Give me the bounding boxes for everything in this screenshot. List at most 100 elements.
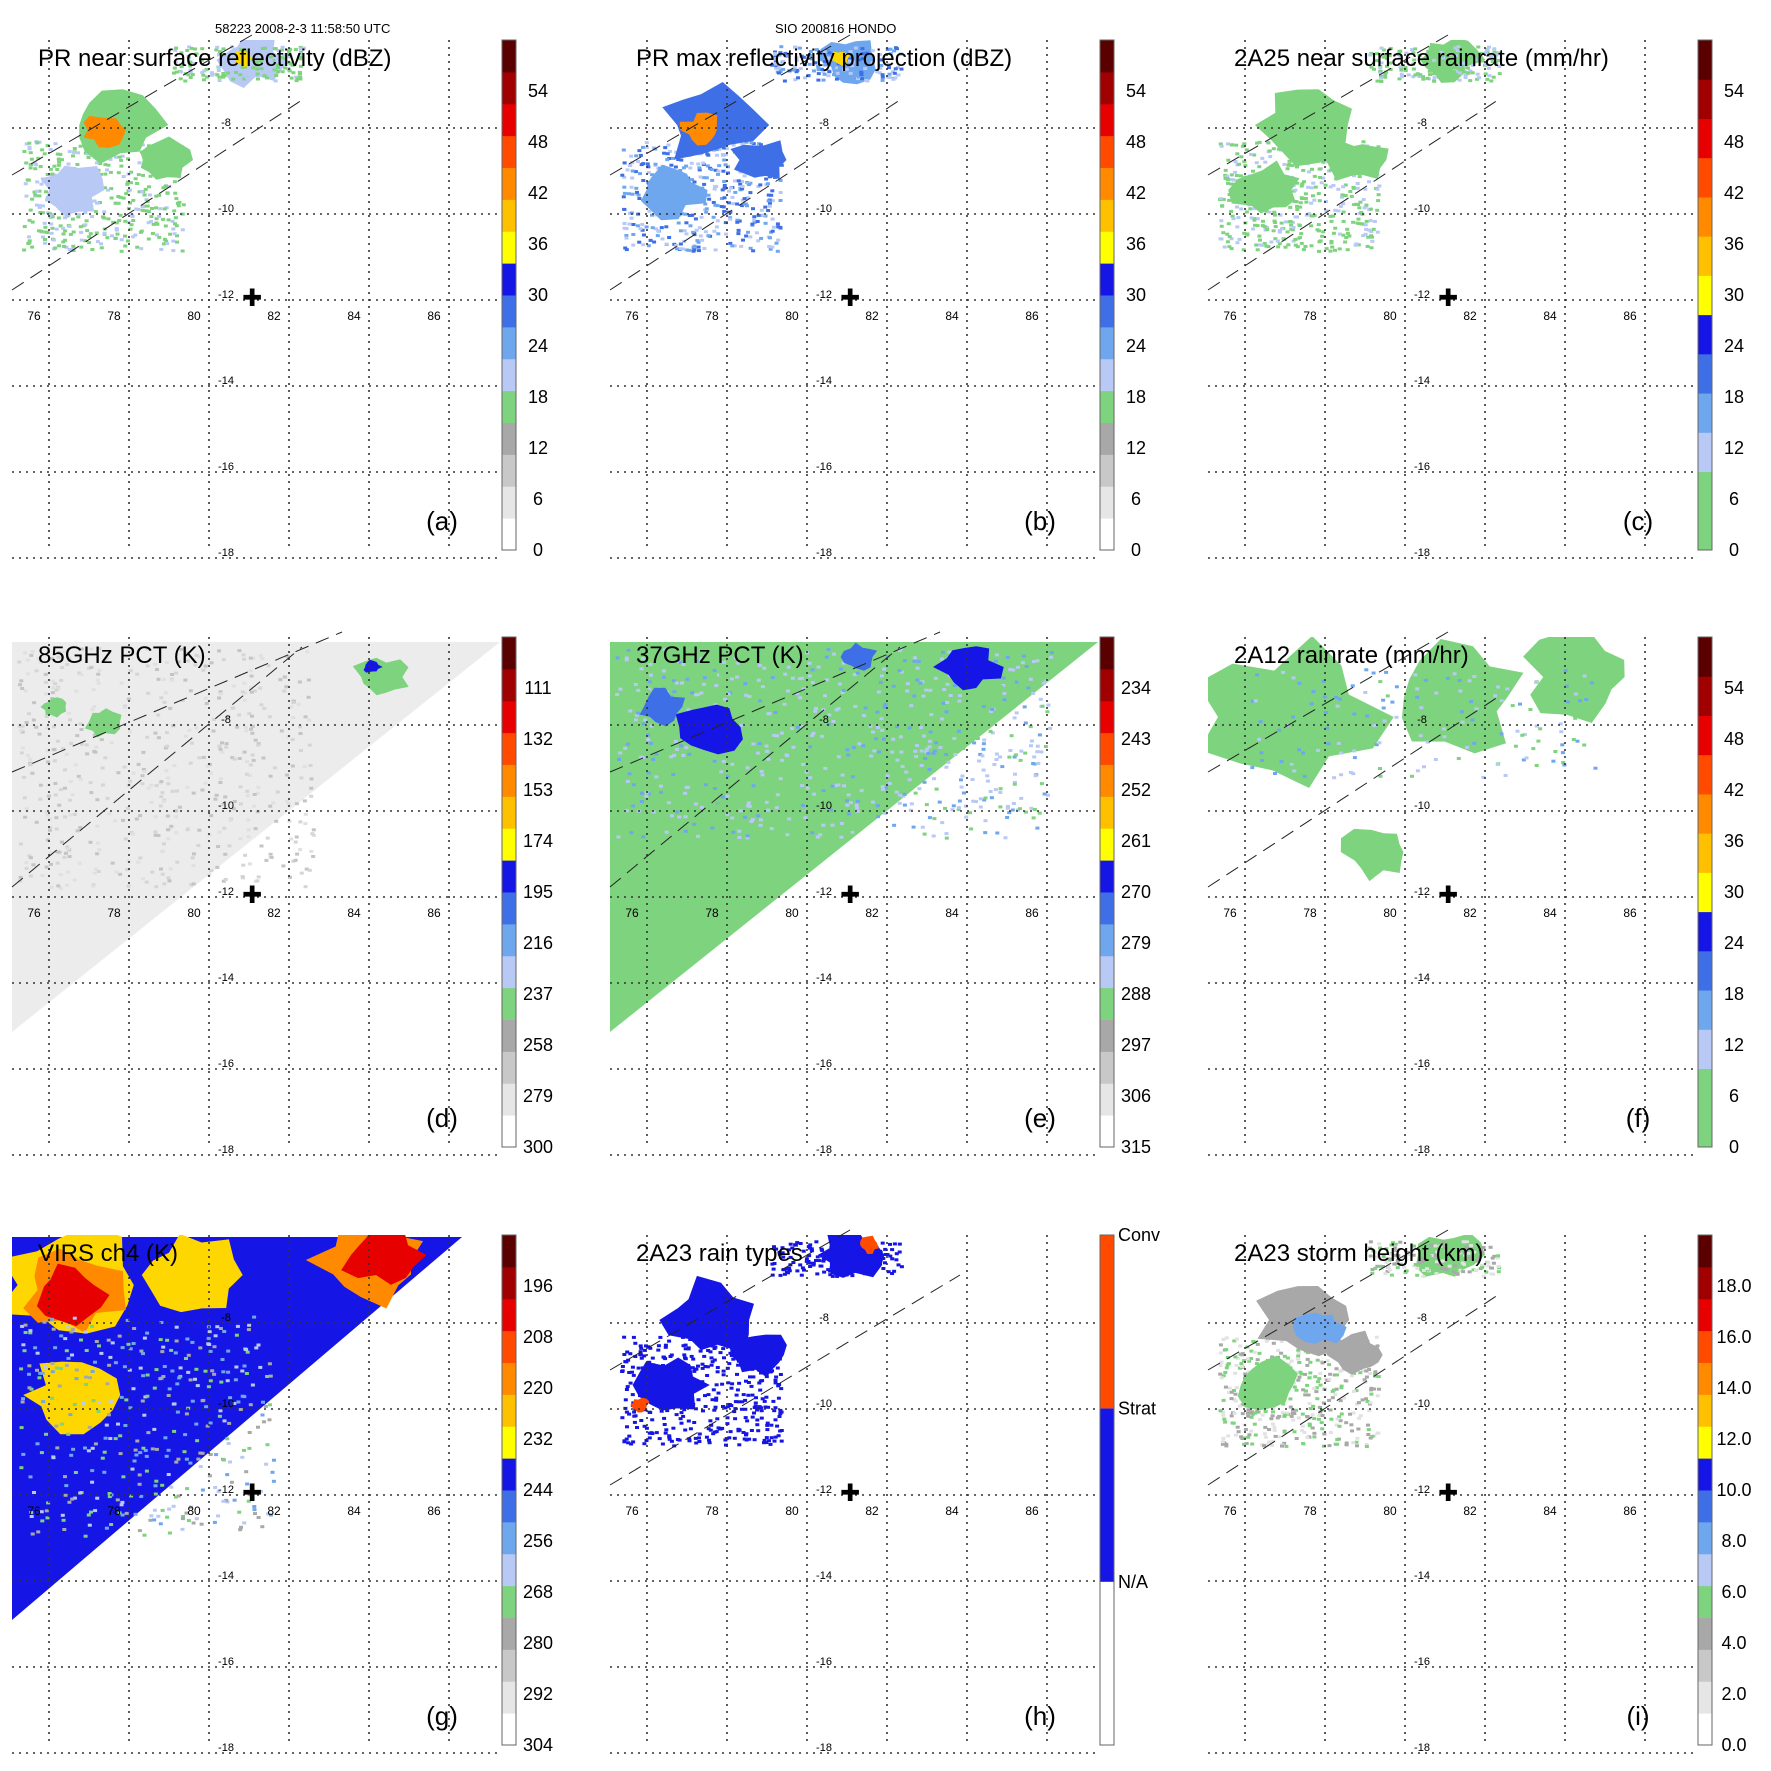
colorbar-tick: 36 [528,234,548,254]
panel-title: 37GHz PCT (K) [636,642,804,669]
echo-speckle [1368,1240,1502,1278]
colorbar-segment [1698,1298,1712,1332]
lat-label: -14 [1414,972,1430,984]
lat-label: -12 [1414,886,1430,898]
colorbar-segment [1698,676,1712,716]
colorbar: 315 306 297 288 279 270 261 252 243 234 [1099,636,1151,1157]
panel-title: PR near surface reflectivity (dBZ) [38,45,391,72]
lat-label: -16 [218,1058,234,1070]
lat-label: -12 [218,289,234,301]
colorbar-segment [1698,793,1712,834]
colorbar-segment [1698,637,1712,677]
panel-label: (g) [426,1701,458,1731]
colorbar-segment [1698,471,1712,512]
lon-label: 84 [347,309,361,323]
lon-label: 82 [865,906,879,920]
colorbar-tick: 54 [1724,678,1744,698]
colorbar-segment [1698,1394,1712,1427]
colorbar-tick: 0 [1729,540,1739,560]
storm-center-marker: ✚ [242,1479,262,1507]
colorbar-tick: 16.0 [1716,1327,1751,1347]
colorbar-segment [1698,1029,1712,1070]
colorbar-tick: 270 [1121,882,1151,902]
colorbar-tick: 2.0 [1721,1684,1746,1704]
lon-label: 76 [27,906,41,920]
storm-center-marker: ✚ [242,284,262,312]
colorbar-segment [1698,1426,1712,1459]
colorbar: 0 6 12 18 24 30 36 42 48 54 [1697,636,1744,1157]
colorbar-segment [1698,950,1712,991]
panel-a: 76 78 80 82 84 86 -8 -10 -12 -14 -16 -18 ✚ PR near su… [11,34,548,560]
field-2a23-storm-height [1218,1235,1502,1448]
colorbar-segment [1698,1649,1712,1682]
colorbar-segment [502,40,516,73]
lon-label: 86 [427,309,441,323]
pr-swath-edges [1207,34,1499,291]
colorbar: 0 6 12 18 24 30 36 42 48 54 [1099,39,1146,560]
lon-label: 80 [1383,309,1397,323]
panel-label: (a) [426,506,458,536]
colorbar-segment [502,295,516,328]
colorbar-segment [1100,199,1114,232]
virs-swath [12,1237,462,1620]
rain-area [1208,637,1394,788]
panel-title: 85GHz PCT (K) [38,642,206,669]
echo-convective-core [83,115,126,148]
colorbar-tick: 48 [1126,132,1146,152]
storm-center-marker: ✚ [840,881,860,909]
lon-label: 82 [865,309,879,323]
colorbar-segment [1698,990,1712,1030]
pr-swath-edges [609,1229,961,1486]
virs-texture [19,1315,276,1538]
colorbar-segment [1100,486,1114,519]
cold-pct-region [933,646,1004,691]
colorbar-tick: 237 [523,984,553,1004]
colorbar-segment [1698,715,1712,756]
colorbar-tick: 111 [524,678,551,698]
colorbar-segment [502,103,516,137]
lon-label: 78 [1303,309,1317,323]
colorbar-segment [502,518,516,551]
lat-label: -8 [1417,714,1427,726]
storm-center-marker: ✚ [840,284,860,312]
colorbar-segment [502,199,516,232]
panel-d: 76 78 80 82 84 86 -8 -10 -12 -14 -16 -18 ✚ 85GHz PCT … [11,631,553,1157]
colorbar-segment [502,422,516,455]
lat-label: -10 [218,203,234,215]
lon-label: 80 [187,1504,201,1518]
colorbar-segment [1100,828,1114,861]
colorbar-tick: 0 [1131,540,1141,560]
lon-label: 78 [107,309,121,323]
field-virs-ch4 [12,1235,462,1620]
cloud-top-region [141,1235,243,1313]
convective-cell [860,1235,879,1254]
lat-label: -8 [1417,1312,1427,1324]
colorbar-segment [502,923,516,957]
colorbar-segment [1100,1235,1114,1409]
colorbar-segment [1698,1266,1712,1300]
graticule [12,1235,498,1754]
colorbar-segment [1100,892,1114,925]
colorbar-segment [502,732,516,765]
colorbar-segment [1100,1115,1114,1148]
pr-swath-edges [11,631,343,888]
echo-convective-core [679,112,718,146]
lat-label: -18 [1414,547,1430,559]
lat-label: -10 [218,800,234,812]
colorbar-segment [1100,732,1114,765]
colorbar-tick: 304 [523,1735,553,1755]
panel-g: 76 78 80 82 84 86 -8 -10 -12 -14 -16 -18 ✚ VIRS ch4 (… [12,1234,553,1755]
colorbar-segment [502,860,516,893]
lat-label: -10 [1414,1398,1430,1410]
colorbar-segment [1698,314,1712,355]
colorbar-tick: 0 [1729,1137,1739,1157]
colorbar-segment [502,454,516,487]
echo-region [1237,1355,1298,1411]
cloud-top-region [23,1361,121,1435]
pct-texture [17,647,316,890]
colorbar-segment [502,1649,516,1682]
colorbar-tick: 0.0 [1721,1735,1746,1755]
lon-label: 76 [1223,309,1237,323]
colorbar-segment [1698,1553,1712,1587]
